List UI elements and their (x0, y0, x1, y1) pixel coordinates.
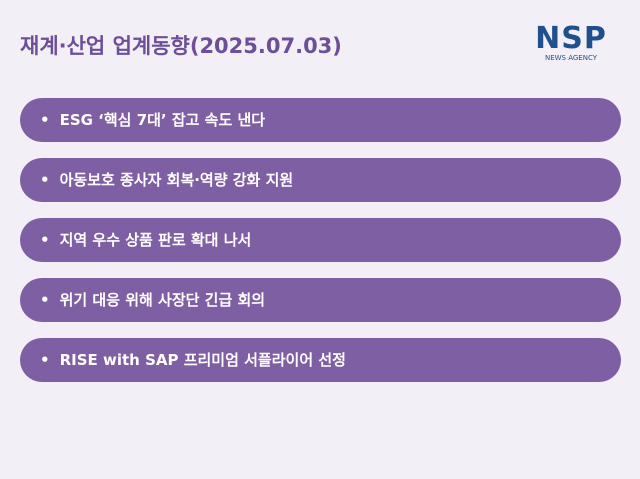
item-text: 아동보호 종사자 회복·역량 강화 지원 (59, 171, 294, 189)
bullet: • (40, 231, 50, 249)
news-item[interactable]: • ESG ‘핵심 7대’ 잡고 속도 낸다 (20, 98, 621, 142)
news-item[interactable]: • 아동보호 종사자 회복·역량 강화 지원 (20, 158, 621, 202)
bullet: • (40, 291, 50, 309)
logo: NSP NEWS AGENCY (520, 21, 622, 63)
item-text: 지역 우수 상품 판로 확대 나서 (59, 231, 252, 249)
news-item[interactable]: • 지역 우수 상품 판로 확대 나서 (20, 218, 621, 262)
title: 재계·산업 업계동향(2025.07.03) (20, 34, 342, 58)
news-item[interactable]: • RISE with SAP 프리미엄 서플라이어 선정 (20, 338, 621, 382)
item-text: ESG ‘핵심 7대’ 잡고 속도 낸다 (59, 111, 266, 129)
bullet: • (40, 111, 50, 129)
news-item[interactable]: • 위기 대응 위해 사장단 긴급 회의 (20, 278, 621, 322)
logo-sub: NEWS AGENCY (544, 54, 598, 62)
logo-text: NSP (535, 21, 607, 56)
bullet: • (40, 171, 50, 189)
bullet: • (40, 351, 50, 369)
item-text: 위기 대응 위해 사장단 긴급 회의 (59, 291, 266, 309)
item-text: RISE with SAP 프리미엄 서플라이어 선정 (59, 351, 346, 369)
